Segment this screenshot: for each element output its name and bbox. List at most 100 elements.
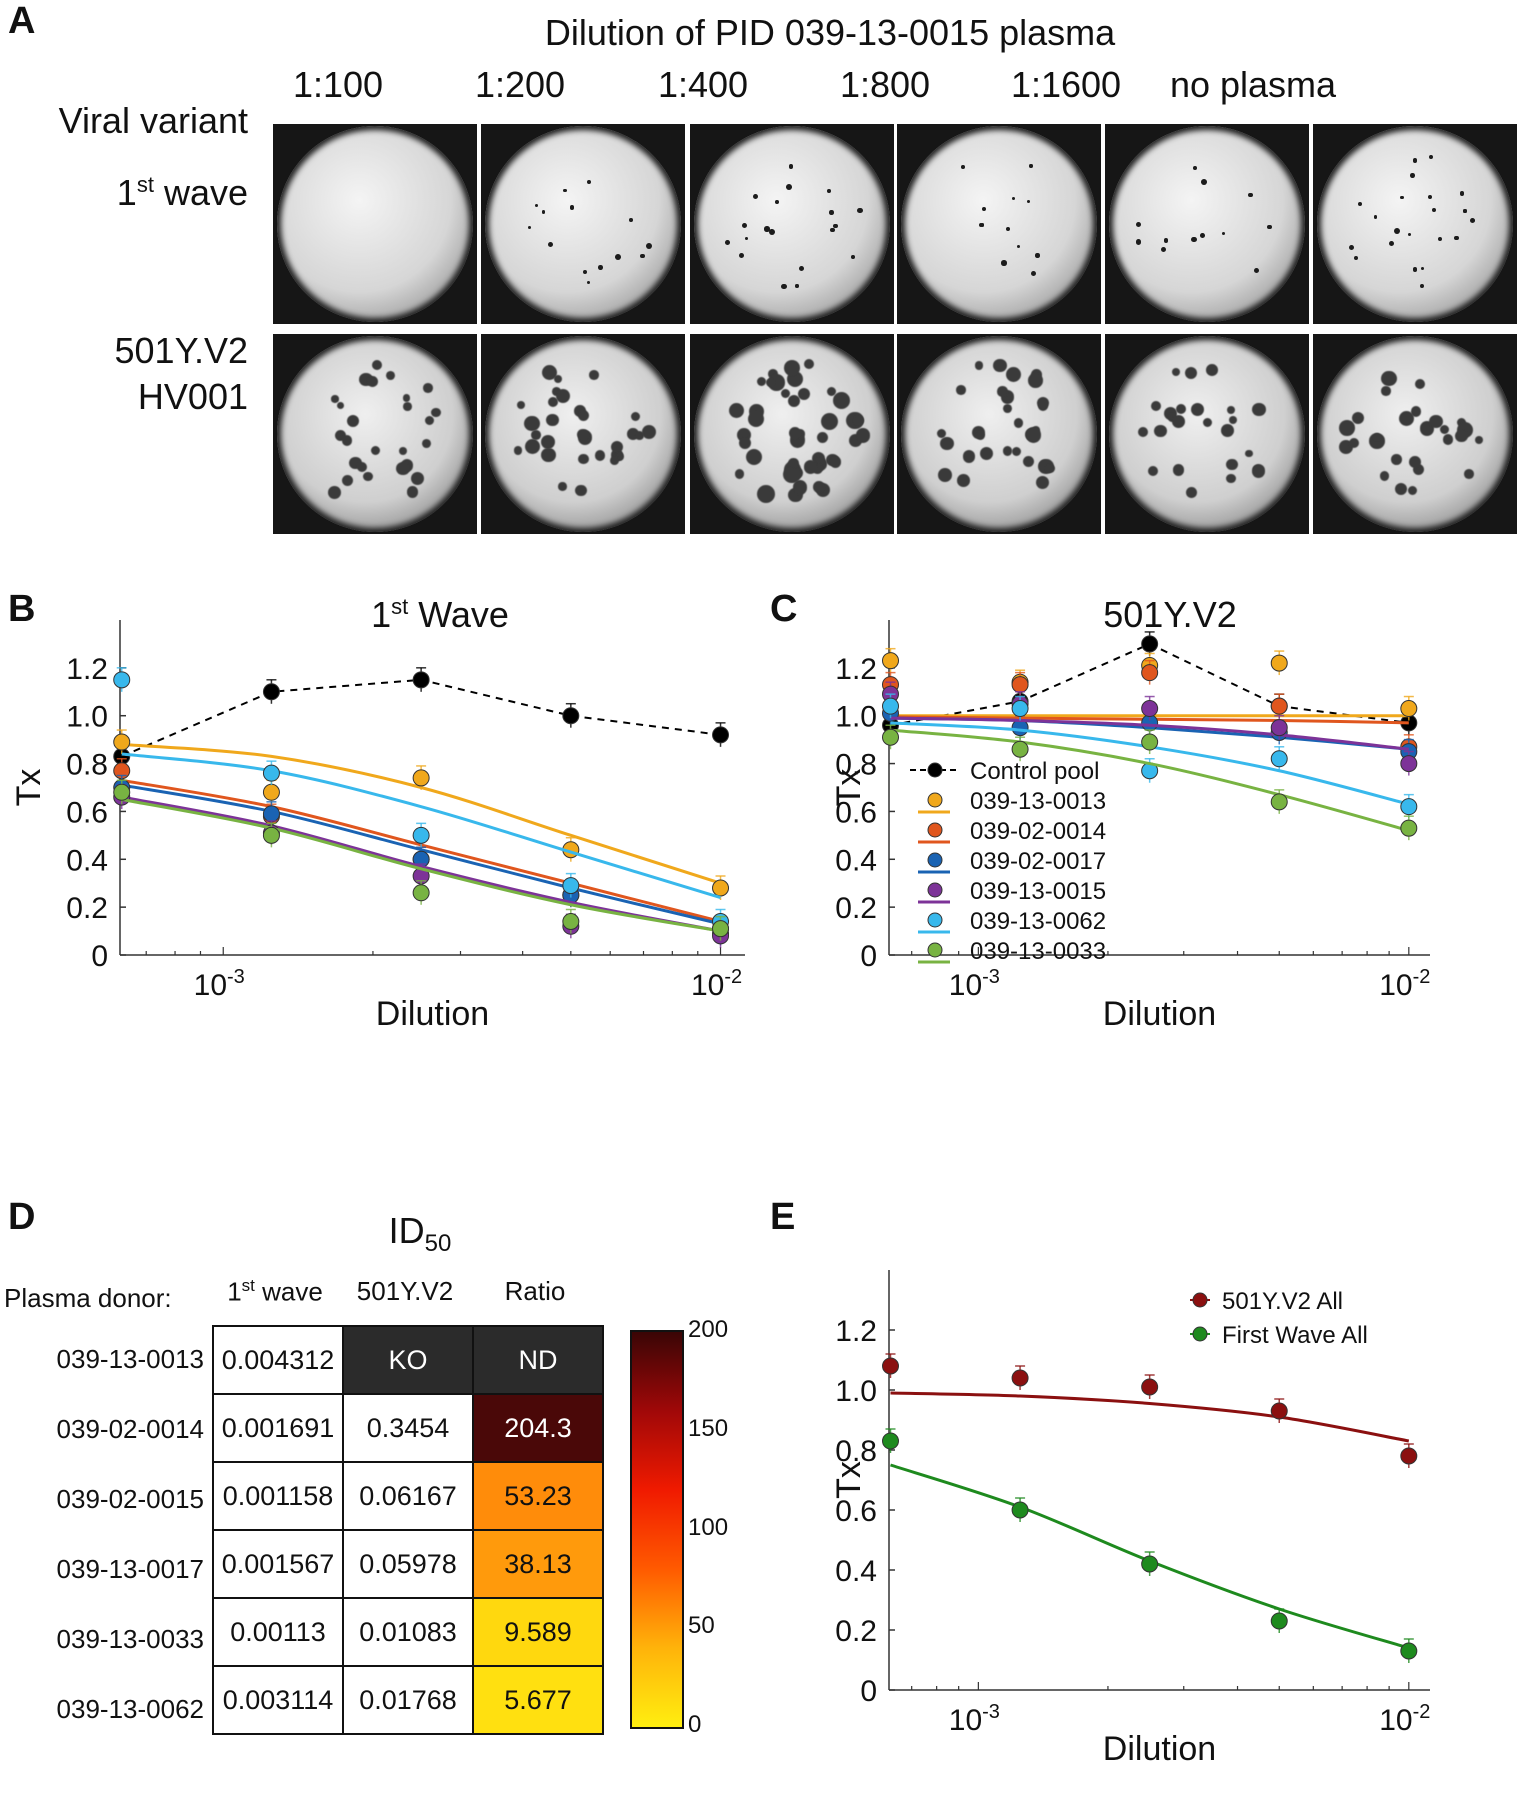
cell-variant: 0.06167 xyxy=(342,1461,474,1531)
data-point xyxy=(1270,697,1288,715)
row-label-first-wave: 1st wave xyxy=(116,172,248,213)
y-tick-label: 0 xyxy=(860,940,877,973)
data-point xyxy=(113,733,131,751)
data-point xyxy=(412,769,430,787)
data-point xyxy=(412,671,430,689)
y-tick-label: 0.8 xyxy=(835,749,877,782)
y-tick-label: 1.2 xyxy=(835,653,877,686)
dilution-col-4: 1:800 xyxy=(839,64,931,105)
cell-first-wave: 0.001691 xyxy=(212,1393,344,1463)
data-point xyxy=(1011,676,1029,694)
series-501y.v2-all xyxy=(882,1353,1418,1468)
data-point xyxy=(113,783,131,801)
legend-item: 039-13-0033 xyxy=(918,938,1106,965)
donor-label: 039-02-0014 xyxy=(56,1414,204,1444)
data-point xyxy=(882,1357,900,1375)
data-point xyxy=(882,728,900,746)
chart-c: 0 0.2 0.4 0.6 0.8 1.0 1.2 10-3 10-2 Dilution Tx Con… xyxy=(830,620,1430,1033)
cell-ratio: 204.3 xyxy=(472,1393,604,1463)
y-tick-label: 0.6 xyxy=(835,1495,877,1528)
data-point xyxy=(882,1432,900,1450)
plasma-donor-header: Plasma donor: xyxy=(4,1283,172,1313)
legend-label: 501Y.V2 All xyxy=(1222,1288,1343,1315)
x-tick-label: 10-2 xyxy=(1379,966,1430,1002)
dilution-col-2: 1:200 xyxy=(474,64,566,105)
panel-b-letter: B xyxy=(8,588,36,630)
fit-curve xyxy=(890,716,1409,751)
y-tick-label: 0.2 xyxy=(66,892,108,925)
x-tick-label: 10-3 xyxy=(194,966,245,1002)
plate-image xyxy=(1105,334,1309,534)
y-tick-label: 1.0 xyxy=(835,1375,877,1408)
y-tick-label: 0.4 xyxy=(835,844,877,877)
data-point xyxy=(262,826,280,844)
legend-item: 039-02-0014 xyxy=(918,818,1106,845)
cell-first-wave: 0.001567 xyxy=(212,1529,344,1599)
donor-label: 039-13-0017 xyxy=(56,1554,204,1584)
plate-image xyxy=(897,124,1101,324)
series-039-13-0033 xyxy=(882,724,1418,841)
row-label-variant: 501Y.V2 HV001 xyxy=(114,330,248,417)
legend-marker xyxy=(927,822,943,838)
x-axis-label: Dilution xyxy=(376,995,489,1033)
series-039-02-0017 xyxy=(113,774,730,946)
x-axis-label: Dilution xyxy=(1103,995,1216,1033)
plate-image xyxy=(481,124,685,324)
y-axis-label: Tx xyxy=(830,1461,868,1499)
series-first-wave-all xyxy=(882,1428,1418,1663)
y-axis-label: Tx xyxy=(10,769,48,807)
panel-a-letter: A xyxy=(8,0,36,42)
y-tick-label: 0.6 xyxy=(835,796,877,829)
cell-ratio: 9.589 xyxy=(472,1597,604,1667)
data-point xyxy=(1011,1501,1029,1519)
legend-marker xyxy=(1192,1326,1208,1342)
data-point xyxy=(882,652,900,670)
y-tick-label: 0.6 xyxy=(66,796,108,829)
data-point xyxy=(1011,1369,1029,1387)
cell-variant: 0.01083 xyxy=(342,1597,474,1667)
y-tick-label: 0.8 xyxy=(66,749,108,782)
data-point xyxy=(1141,1378,1159,1396)
data-point xyxy=(1270,793,1288,811)
legend-marker xyxy=(927,912,943,928)
col-header-variant: 501Y.V2 xyxy=(356,1276,454,1306)
dilution-col-3: 1:400 xyxy=(657,64,749,105)
x-tick-label: 10-3 xyxy=(949,966,1000,1002)
legend-label: 039-02-0014 xyxy=(970,818,1106,845)
table-row: 0.003114 0.01768 5.677 xyxy=(212,1665,604,1735)
data-point xyxy=(1400,755,1418,773)
data-point xyxy=(1141,700,1159,718)
table-row: 0.001158 0.06167 53.23 xyxy=(212,1461,604,1531)
colorbar-tick-label: 150 xyxy=(688,1414,729,1442)
data-point xyxy=(1400,798,1418,816)
y-tick-label: 1.2 xyxy=(835,1315,877,1348)
data-point xyxy=(113,671,131,689)
cell-first-wave: 0.004312 xyxy=(212,1325,344,1395)
data-point xyxy=(562,707,580,725)
data-point xyxy=(1141,733,1159,751)
data-point xyxy=(262,764,280,782)
data-point xyxy=(1141,635,1159,653)
legend-label: 039-13-0013 xyxy=(970,788,1106,815)
colorbar-tick-label: 200 xyxy=(688,1316,729,1343)
id50-title: ID50 xyxy=(388,1210,452,1258)
cell-variant: KO xyxy=(342,1325,474,1395)
data-point xyxy=(1141,664,1159,682)
data-point xyxy=(712,920,730,938)
y-tick-label: 0.2 xyxy=(835,1615,877,1648)
legend-item: 501Y.V2 All xyxy=(1190,1288,1343,1315)
plate-image xyxy=(273,334,477,534)
x-tick-label: 10-3 xyxy=(949,1701,1000,1737)
legend-marker xyxy=(1192,1292,1208,1308)
col-header-ratio: Ratio xyxy=(504,1276,566,1306)
data-point xyxy=(1270,750,1288,768)
data-point xyxy=(412,826,430,844)
cell-first-wave: 0.001158 xyxy=(212,1461,344,1531)
fit-curve xyxy=(890,728,1410,833)
donor-label: 039-13-0062 xyxy=(56,1694,204,1724)
table-row: 0.001567 0.05978 38.13 xyxy=(212,1529,604,1599)
donor-label: 039-13-0033 xyxy=(56,1624,204,1654)
x-axis-label: Dilution xyxy=(1103,1730,1216,1768)
cell-ratio: 5.677 xyxy=(472,1665,604,1735)
dilution-col-6: no plasma xyxy=(1169,64,1337,105)
